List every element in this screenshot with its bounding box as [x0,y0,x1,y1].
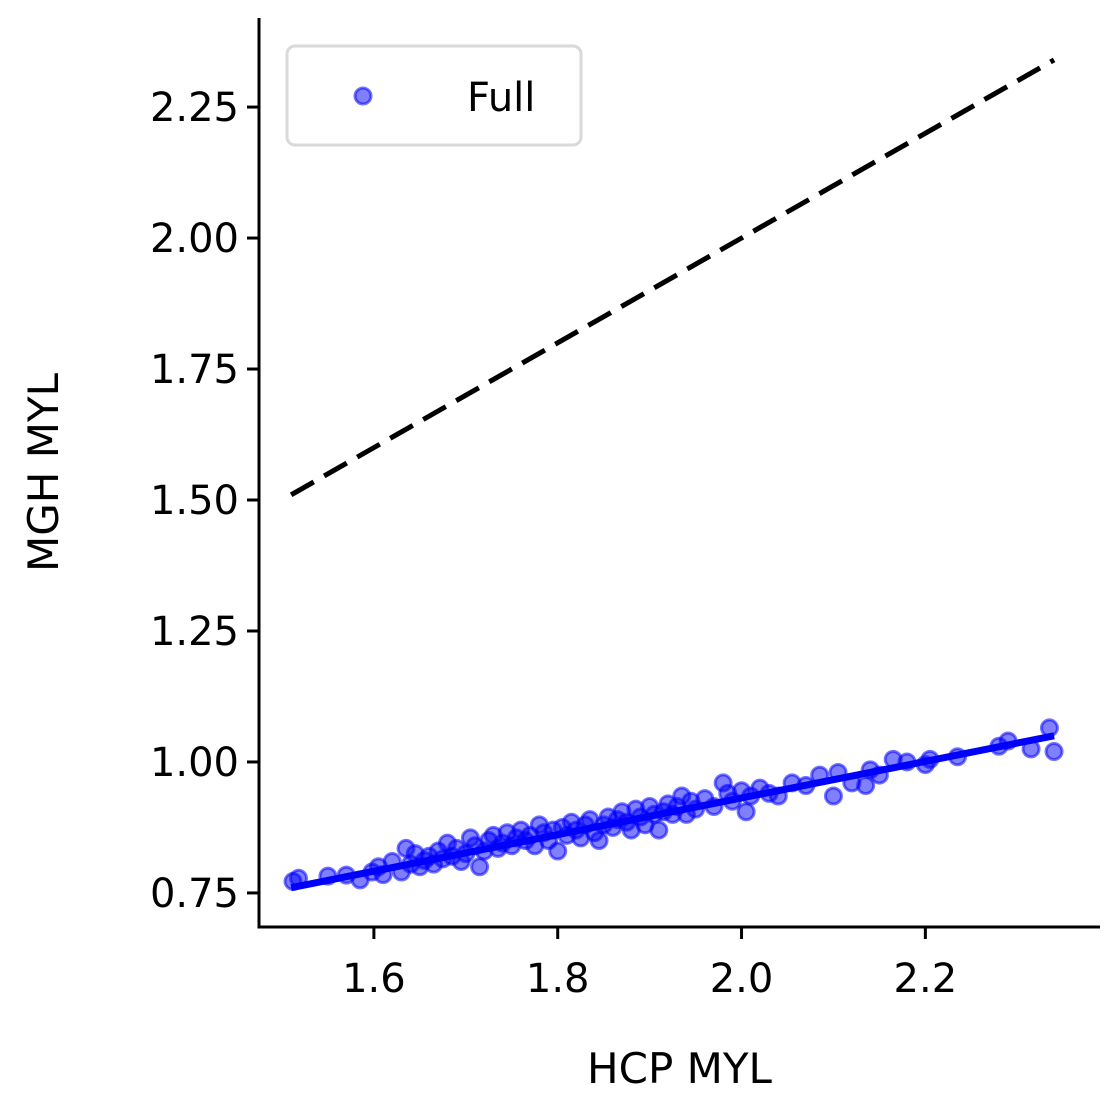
data-point [548,841,568,861]
x-tick-label: 1.8 [526,956,590,1002]
fit-line-layer [290,732,1055,892]
x-axis-title: HCP MYL [587,1044,772,1093]
data-point [649,820,669,840]
y-tick-label: 1.25 [150,609,239,655]
data-point [736,802,756,822]
x-tick-label: 2.2 [894,956,958,1002]
data-point [589,831,609,851]
data-point [470,857,490,877]
x-tick-label: 2.0 [710,956,774,1002]
legend-marker-full [353,86,373,106]
y-axis-title: MGH MYL [19,372,68,572]
y-tick-label: 1.00 [150,740,239,786]
axes-layer [257,18,1100,929]
y-tick-label: 2.25 [150,85,239,131]
legend-box [285,44,583,147]
reference-line-layer [289,57,1056,497]
y-tick-label: 2.00 [150,216,239,262]
fit-line [290,732,1055,892]
reference-line [289,57,1056,497]
y-tick-label: 1.75 [150,347,239,393]
x-tick-label: 1.6 [342,956,406,1002]
y-tick-label: 0.75 [150,871,239,917]
data-point [823,786,843,806]
data-point [1044,741,1064,761]
data-point [856,776,876,796]
y-ticks-layer: 0.75 1.00 1.25 1.50 1.75 2.00 2.25 [150,85,259,917]
legend-label-full: Full [467,75,535,121]
legend: Full [285,44,583,147]
y-tick-label: 1.50 [150,478,239,524]
x-ticks-layer: 1.6 1.8 2.0 2.2 [342,927,957,1002]
